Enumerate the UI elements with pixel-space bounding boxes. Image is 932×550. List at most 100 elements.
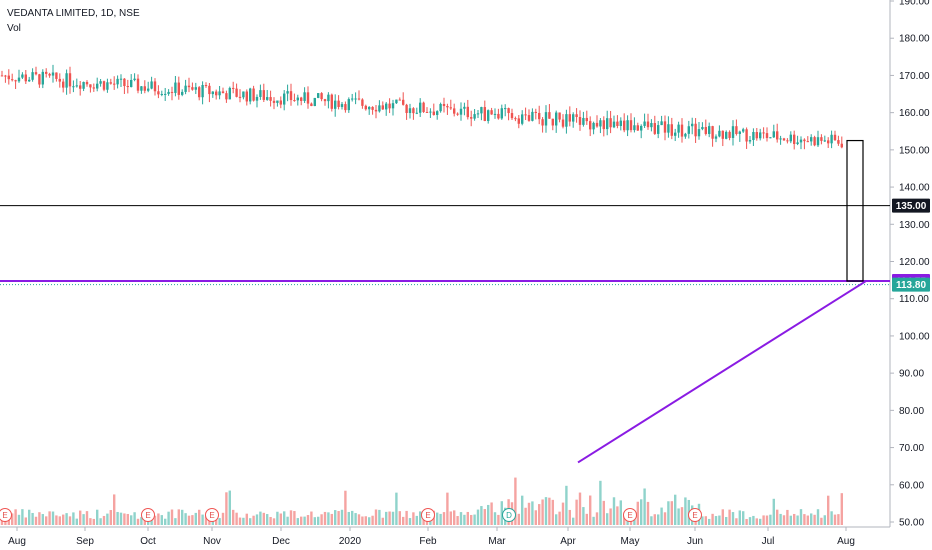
candle-body	[204, 85, 208, 87]
candle-body	[177, 82, 180, 95]
candle-body	[45, 71, 48, 74]
volume-bar	[521, 495, 524, 525]
candle-body	[629, 120, 633, 131]
volume-bar	[385, 511, 388, 525]
candle-body	[398, 99, 401, 101]
candle-body	[215, 91, 218, 96]
volume-bar	[616, 506, 619, 525]
candle-body	[286, 91, 289, 94]
candle-body	[837, 140, 840, 144]
volume-bar	[344, 490, 347, 525]
candle-body	[337, 100, 340, 107]
dividend-marker	[502, 508, 516, 522]
volume-bar	[92, 518, 95, 525]
volume-bar	[327, 512, 330, 525]
volume-bar	[606, 513, 609, 525]
volume-bar	[364, 516, 367, 525]
volume-bar	[334, 510, 337, 525]
volume-bar	[463, 514, 466, 525]
candle-body	[106, 82, 109, 90]
earnings-marker-label: E	[692, 511, 697, 520]
volume-bar	[551, 499, 554, 525]
volume-bar	[602, 500, 605, 525]
volume-bar	[242, 517, 245, 525]
candle-body	[799, 139, 803, 143]
volume-bar	[323, 511, 327, 525]
candle-body	[772, 131, 775, 138]
candle-body	[714, 136, 718, 139]
candle-body	[371, 106, 374, 110]
candle-body	[174, 82, 177, 93]
candle-body	[143, 86, 146, 91]
volume-bar	[167, 511, 170, 525]
candle-body	[347, 99, 350, 111]
candle-body	[657, 125, 660, 134]
volume-bar	[262, 512, 265, 525]
volume-bar	[725, 516, 728, 525]
candle-body	[381, 105, 384, 110]
candle-body	[487, 110, 490, 121]
volume-bar	[378, 509, 381, 525]
volume-bar	[752, 515, 755, 525]
y-tick-label: 170.00	[899, 71, 930, 82]
volume-bar	[340, 509, 344, 525]
candle-body	[585, 117, 588, 122]
volume-bar	[184, 513, 187, 525]
candle-body	[218, 91, 221, 96]
volume-bar	[497, 514, 500, 525]
x-tick-label: Jul	[762, 536, 775, 547]
candle-body	[694, 123, 697, 137]
volume-bar	[803, 514, 806, 525]
candle-body	[374, 109, 378, 112]
y-tick-label: 160.00	[899, 108, 930, 119]
candle-body	[7, 75, 10, 80]
volume-bar	[442, 512, 446, 525]
candle-body	[759, 132, 762, 139]
x-tick-label: May	[621, 536, 640, 547]
y-tick-label: 90.00	[899, 369, 924, 380]
volume-bar	[796, 515, 799, 525]
candle-body	[419, 102, 422, 113]
volume-bar	[728, 509, 731, 525]
volume-bar	[204, 516, 208, 525]
candle-body	[769, 137, 772, 139]
earnings-marker	[205, 508, 219, 522]
volume-bar	[62, 514, 65, 525]
candle-body	[109, 82, 112, 84]
volume-indicator-label: Vol	[7, 23, 21, 34]
candle-body	[245, 91, 248, 102]
x-tick-label: Aug	[8, 536, 26, 547]
earnings-marker	[0, 508, 12, 522]
volume-bar	[317, 516, 320, 525]
volume-bar	[181, 509, 184, 525]
volume-bar	[249, 518, 252, 525]
candle-body	[28, 79, 31, 82]
volume-bar	[153, 515, 157, 525]
candle-body	[55, 72, 58, 79]
volume-bar	[650, 516, 653, 525]
x-tick-label: Sep	[76, 536, 94, 547]
volume-bar	[374, 509, 378, 525]
candle-body	[133, 78, 136, 80]
candle-body	[334, 100, 337, 109]
volume-bar	[99, 518, 102, 525]
volume-bar	[419, 511, 422, 525]
volume-bar	[735, 518, 738, 525]
y-tick-label: 80.00	[899, 406, 924, 417]
candle-body	[391, 103, 395, 109]
candle-body	[38, 74, 41, 85]
candle-body	[803, 139, 806, 142]
target-box	[846, 139, 864, 282]
volume-bar	[561, 502, 565, 525]
candle-body	[364, 105, 367, 110]
volume-bar	[816, 509, 820, 525]
volume-bar	[684, 497, 687, 525]
candle-body	[823, 140, 826, 142]
candle-body	[130, 79, 133, 88]
candle-body	[728, 131, 731, 138]
candle-body	[432, 111, 435, 115]
volume-bar	[813, 514, 816, 525]
volume-bar	[150, 517, 153, 525]
candle-body	[357, 98, 361, 100]
